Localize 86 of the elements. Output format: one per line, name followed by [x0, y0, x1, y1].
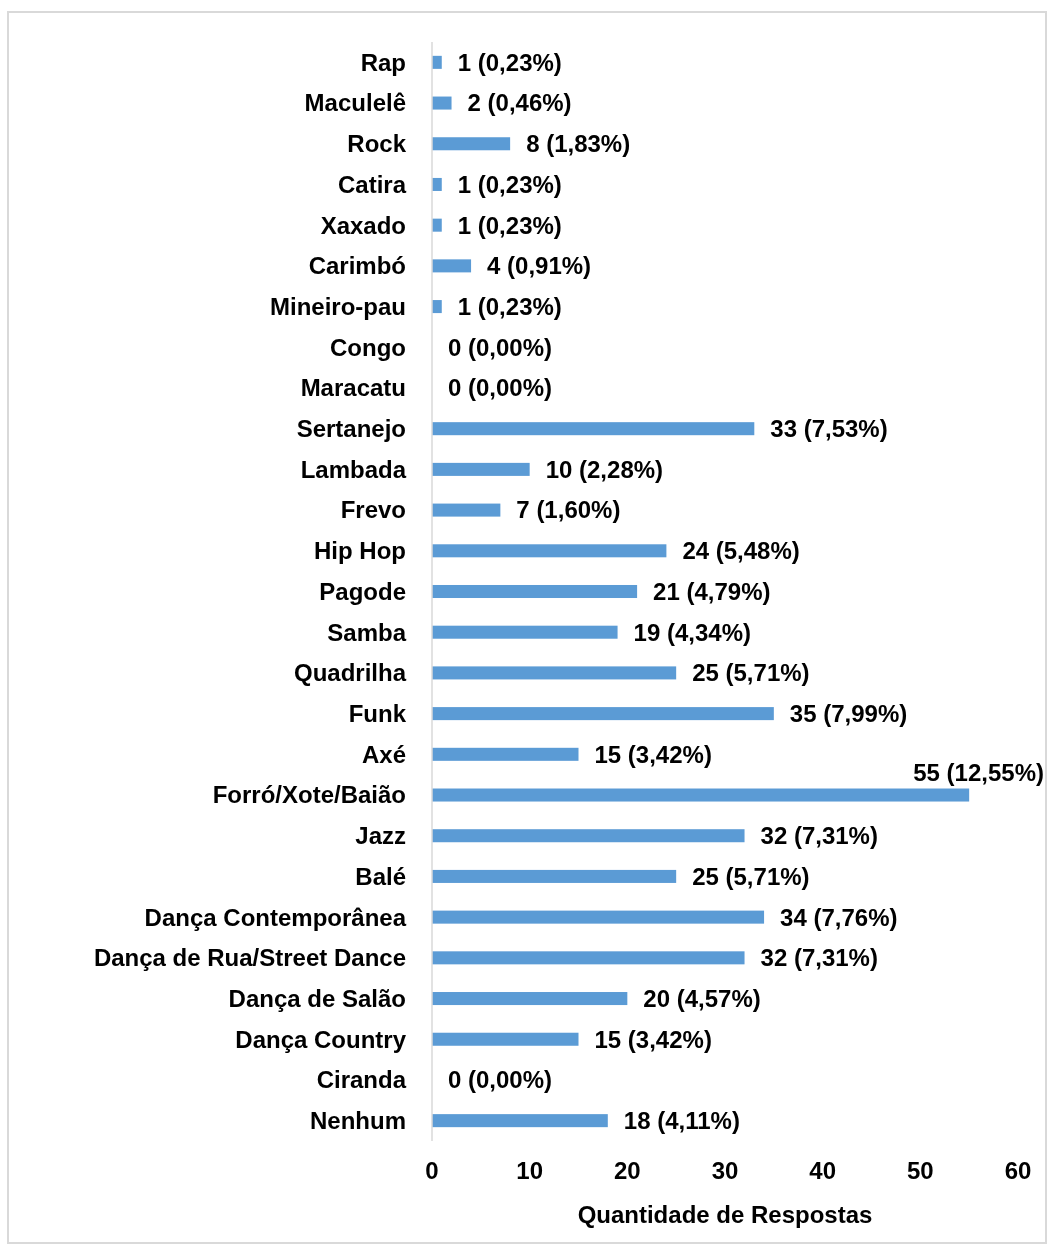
data-label: 0 (0,00%)	[448, 333, 553, 361]
data-label: 19 (4,34%)	[633, 618, 751, 646]
data-label: 1 (0,23%)	[457, 211, 562, 239]
y-tick-label: Frevo	[340, 496, 406, 524]
y-tick-label: Xaxado	[320, 211, 406, 239]
data-label: 55 (12,55%)	[913, 759, 1044, 787]
bar	[432, 96, 452, 110]
y-tick-label: Lambada	[300, 455, 407, 483]
data-label: 32 (7,31%)	[760, 822, 878, 850]
x-tick-label: 50	[906, 1157, 934, 1184]
y-tick-label: Dança de Rua/Street Dance	[93, 944, 406, 972]
data-label: 7 (1,60%)	[516, 496, 621, 524]
data-label: 1 (0,23%)	[457, 48, 562, 76]
y-tick-label: Dança de Salão	[228, 984, 406, 1012]
x-tick-label: 40	[809, 1157, 837, 1184]
y-tick-label: Nenhum	[310, 1107, 406, 1135]
bar	[432, 788, 970, 802]
bar	[432, 177, 442, 191]
data-label: 10 (2,28%)	[545, 455, 664, 483]
data-label: 15 (3,42%)	[594, 1025, 712, 1053]
bar	[432, 910, 765, 924]
y-tick-label: Pagode	[319, 577, 406, 605]
bar	[432, 951, 745, 965]
x-tick-label: 0	[425, 1157, 439, 1184]
y-tick-label: Catira	[337, 170, 407, 198]
y-tick-label: Congo	[330, 333, 406, 361]
bar	[432, 584, 638, 599]
data-label: 2 (0,46%)	[467, 89, 572, 117]
data-label: 24 (5,48%)	[682, 537, 800, 565]
bar	[432, 137, 511, 151]
bar	[432, 869, 677, 883]
y-tick-label: Dança Country	[235, 1025, 407, 1053]
y-tick-label: Dança Contemporânea	[144, 903, 407, 931]
data-label: 18 (4,11%)	[623, 1107, 740, 1135]
data-label: 33 (7,53%)	[770, 415, 888, 443]
bar	[432, 259, 472, 273]
data-label: 1 (0,23%)	[457, 292, 562, 320]
data-label: 1 (0,23%)	[457, 170, 562, 198]
bar	[432, 422, 755, 436]
y-tick-label: Ciranda	[316, 1066, 407, 1094]
y-tick-label: Jazz	[355, 822, 406, 850]
bar	[432, 829, 745, 843]
data-label: 25 (5,71%)	[692, 659, 810, 687]
bar	[432, 707, 774, 721]
bar	[432, 625, 618, 639]
bar	[432, 1114, 608, 1128]
data-label: 25 (5,71%)	[692, 862, 810, 890]
y-tick-label: Hip Hop	[314, 537, 406, 565]
bar	[432, 503, 501, 517]
x-tick-label: 30	[711, 1157, 739, 1184]
x-tick-label: 60	[1004, 1157, 1032, 1184]
y-tick-label: Quadrilha	[293, 659, 407, 687]
y-tick-label: Axé	[361, 740, 406, 768]
y-tick-label: Funk	[348, 700, 407, 728]
data-label: 35 (7,99%)	[789, 700, 908, 728]
data-label: 4 (0,91%)	[487, 252, 592, 280]
data-label: 34 (7,76%)	[780, 903, 898, 931]
x-tick-label: 10	[516, 1157, 544, 1184]
y-tick-label: Maracatu	[300, 374, 406, 402]
data-label: 32 (7,31%)	[760, 944, 878, 972]
data-label: 0 (0,00%)	[448, 1066, 553, 1094]
y-tick-label: Forró/Xote/Baião	[212, 781, 406, 809]
data-label: 21 (4,79%)	[653, 577, 771, 605]
y-tick-label: Sertanejo	[296, 415, 406, 443]
data-label: 0 (0,00%)	[448, 374, 553, 402]
y-tick-label: Rock	[347, 130, 407, 158]
bar	[432, 1032, 579, 1046]
bar	[432, 992, 628, 1006]
bar	[432, 747, 579, 761]
y-tick-label: Rap	[360, 48, 406, 76]
y-tick-label: Samba	[327, 618, 407, 646]
data-label: 8 (1,83%)	[526, 130, 631, 158]
bar	[432, 55, 442, 69]
bar	[432, 544, 667, 558]
y-tick-label: Maculelê	[304, 89, 406, 117]
bar	[432, 218, 442, 232]
bar	[432, 300, 442, 314]
y-tick-label: Mineiro-pau	[270, 292, 406, 320]
y-tick-label: Carimbó	[308, 252, 406, 280]
x-tick-label: 20	[613, 1157, 641, 1184]
y-tick-label: Balé	[355, 862, 406, 890]
bar	[432, 666, 677, 680]
data-label: 15 (3,42%)	[594, 740, 712, 768]
x-axis-title: Quantidade de Respostas	[577, 1201, 873, 1228]
bar	[432, 462, 530, 476]
data-label: 20 (4,57%)	[643, 984, 761, 1012]
